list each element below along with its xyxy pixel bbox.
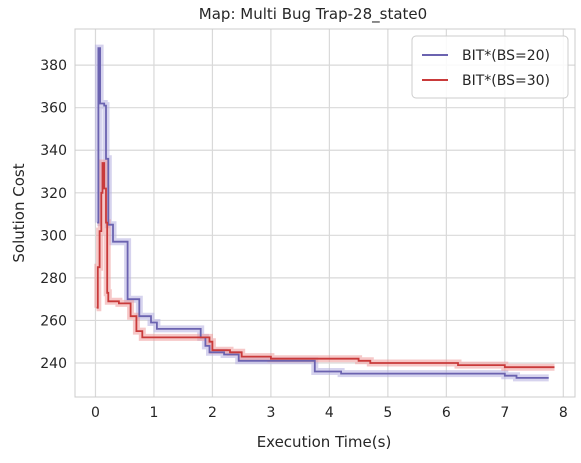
x-tick-labels: 0 1 2 3 4 5 6 7 8	[91, 405, 568, 421]
plot-frame	[74, 28, 576, 398]
y-tick-label: 260	[40, 313, 67, 329]
x-tick-label: 3	[266, 405, 275, 421]
series-lines	[96, 47, 555, 379]
x-tick-label: 1	[149, 405, 158, 421]
y-tick-label: 380	[40, 58, 67, 74]
y-tick-label: 300	[40, 228, 67, 244]
legend-label-bs30: BIT*(BS=30)	[462, 73, 550, 89]
legend: BIT*(BS=20) BIT*(BS=30)	[411, 35, 569, 99]
y-tick-label: 240	[40, 356, 67, 372]
x-tick-label: 5	[383, 405, 392, 421]
legend-label-bs20: BIT*(BS=20)	[462, 48, 550, 64]
y-tick-label: 280	[40, 271, 67, 287]
y-tick-label: 340	[40, 143, 67, 159]
x-tick-label: 0	[91, 405, 100, 421]
y-tick-label: 360	[40, 101, 67, 117]
x-axis-label: Execution Time(s)	[257, 433, 392, 451]
y-axis-label: Solution Cost	[10, 163, 28, 262]
line-bit-bs-20	[97, 47, 549, 379]
chart-title: Map: Multi Bug Trap-28_state0	[199, 5, 427, 24]
x-tick-label: 8	[559, 405, 568, 421]
line-bit-bs-30	[96, 162, 555, 369]
x-tick-label: 2	[208, 405, 217, 421]
x-tick-label: 7	[500, 405, 509, 421]
x-tick-label: 4	[325, 405, 334, 421]
y-tick-label: 320	[40, 186, 67, 202]
legend-box	[411, 35, 569, 99]
x-tick-label: 6	[442, 405, 451, 421]
y-tick-labels: 240 260 280 300 320 340 360 380	[40, 58, 67, 372]
